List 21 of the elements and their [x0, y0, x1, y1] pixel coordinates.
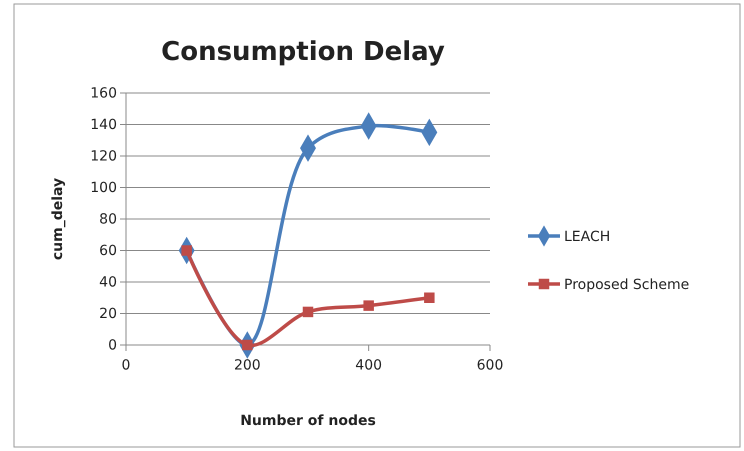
y-tick-label: 160 — [90, 85, 117, 102]
y-tick-label: 140 — [90, 116, 117, 133]
legend-label: LEACH — [564, 229, 610, 245]
x-axis-title: Number of nodes — [240, 413, 376, 429]
x-tick-label: 400 — [355, 357, 382, 374]
y-tick-label: 100 — [90, 180, 117, 196]
point — [302, 306, 314, 318]
y-axis-title: cum_delay — [50, 178, 66, 260]
chart-title: Consumption Delay — [161, 37, 445, 67]
x-tick-label: 200 — [234, 357, 261, 374]
x-tick-label: 600 — [476, 357, 504, 374]
legend-label: Proposed Scheme — [564, 277, 690, 293]
x-tick-label: 0 — [122, 357, 130, 374]
y-tick-label: 120 — [90, 148, 117, 164]
y-tick-label: 0 — [108, 337, 117, 354]
y-tick-label: 20 — [99, 306, 117, 322]
y-tick-label: 40 — [99, 274, 117, 290]
point — [363, 300, 374, 311]
y-tick-label: 60 — [99, 242, 117, 259]
y-tick-label: 80 — [99, 211, 117, 228]
point — [424, 292, 435, 303]
